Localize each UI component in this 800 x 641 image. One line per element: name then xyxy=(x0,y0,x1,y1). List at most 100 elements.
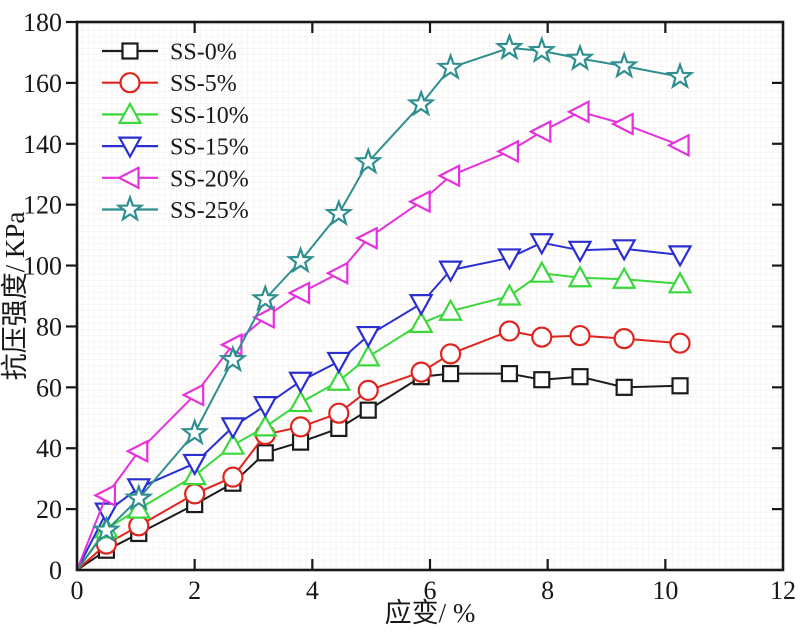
axes-frame xyxy=(66,20,785,572)
legend-label-SS-10%: SS-10% xyxy=(170,103,249,129)
y-tick-label: 160 xyxy=(23,69,62,98)
x-tick-label: 6 xyxy=(424,576,437,605)
series-SS-25% xyxy=(77,32,695,570)
x-tick-label: 4 xyxy=(306,576,319,605)
marker-square xyxy=(615,378,633,396)
marker-triangle-down xyxy=(288,371,313,395)
marker-circle xyxy=(498,320,521,342)
marker-triangle-up xyxy=(497,283,522,306)
y-tick-label: 180 xyxy=(23,8,62,37)
marker-triangle-up xyxy=(252,414,278,437)
legend-item-SS-15%: SS-15% xyxy=(102,135,249,161)
marker-triangle-down xyxy=(182,453,208,477)
marker-triangle-down xyxy=(567,240,593,264)
y-tick-label: 40 xyxy=(36,434,62,463)
marker-star xyxy=(665,61,695,90)
x-tick-label: 0 xyxy=(71,576,84,605)
marker-triangle-left xyxy=(666,133,690,158)
legend: SS-0% SS-5% SS-10% SS-15% SS-20% SS-25% xyxy=(102,40,249,224)
marker-triangle-up xyxy=(408,310,434,333)
marker-triangle-down xyxy=(220,417,246,440)
marker-triangle-up xyxy=(117,101,143,125)
marker-star xyxy=(91,515,121,543)
series-SS-10% xyxy=(77,260,693,570)
marker-triangle-up xyxy=(355,344,381,367)
series-SS-20% xyxy=(77,100,690,570)
legend-item-SS-20%: SS-20% xyxy=(102,165,249,192)
marker-star xyxy=(250,283,280,312)
marker-triangle-left xyxy=(116,165,140,190)
marker-circle xyxy=(669,332,691,354)
marker-star xyxy=(609,50,639,79)
x-tick-label: 10 xyxy=(652,576,678,605)
marker-square xyxy=(533,371,551,389)
marker-triangle-down xyxy=(667,245,693,268)
marker-star xyxy=(324,198,354,227)
marker-circle xyxy=(613,328,635,350)
marker-circle xyxy=(569,324,591,347)
marker-triangle-left xyxy=(528,119,552,144)
y-tick-label: 20 xyxy=(36,495,62,524)
y-axis-label: 抗压强度/ KPa xyxy=(0,212,30,381)
marker-triangle-left xyxy=(407,189,431,214)
series-line-SS-10% xyxy=(77,272,681,570)
marker-triangle-down xyxy=(611,239,637,262)
marker-square xyxy=(571,368,589,386)
marker-triangle-left xyxy=(566,100,590,124)
x-tick-label: 8 xyxy=(541,576,554,605)
marker-star xyxy=(218,344,248,373)
series-SS-15% xyxy=(77,233,693,570)
y-tick-label: 100 xyxy=(23,252,62,281)
marker-triangle-up xyxy=(667,271,693,294)
marker-star xyxy=(353,146,383,175)
marker-triangle-down xyxy=(529,233,555,256)
marker-circle xyxy=(357,379,379,401)
marker-star xyxy=(286,245,316,274)
legend-label-SS-25%: SS-25% xyxy=(170,198,249,224)
legend-item-SS-10%: SS-10% xyxy=(102,101,249,129)
legend-label-SS-15%: SS-15% xyxy=(170,135,249,161)
marker-star xyxy=(527,35,557,64)
marker-triangle-up xyxy=(529,260,555,283)
legend-item-SS-0%: SS-0% xyxy=(102,40,237,66)
marker-circle xyxy=(531,326,553,348)
marker-triangle-down xyxy=(438,260,463,283)
marker-square xyxy=(256,444,274,462)
marker-circle xyxy=(328,402,350,424)
y-tick-label: 140 xyxy=(23,130,62,159)
legend-item-SS-25%: SS-25% xyxy=(102,194,249,224)
marker-triangle-up xyxy=(567,264,593,288)
marker-square xyxy=(359,401,377,419)
marker-triangle-down xyxy=(326,351,352,375)
series-line-SS-25% xyxy=(77,46,681,570)
marker-circle xyxy=(410,361,432,383)
marker-triangle-left xyxy=(437,163,461,188)
marker-triangle-left xyxy=(610,112,634,136)
y-tick-label: 60 xyxy=(36,373,62,402)
marker-triangle-down xyxy=(117,136,143,159)
legend-label-SS-20%: SS-20% xyxy=(170,166,249,192)
marker-triangle-up xyxy=(288,389,313,413)
marker-circle xyxy=(184,483,206,505)
legend-label-SS-5%: SS-5% xyxy=(170,71,237,97)
marker-circle xyxy=(119,72,141,94)
marker-star xyxy=(124,483,154,511)
marker-triangle-left xyxy=(251,305,275,330)
y-tick-label: 120 xyxy=(23,191,62,220)
marker-triangle-down xyxy=(355,325,381,349)
marker-star xyxy=(406,88,436,117)
series-line-SS-15% xyxy=(77,241,681,570)
marker-square xyxy=(121,42,139,60)
x-tick-label: 2 xyxy=(188,576,201,605)
marker-triangle-up xyxy=(220,432,246,455)
marker-triangle-left xyxy=(287,281,311,305)
data-series-layer xyxy=(77,32,695,570)
marker-square xyxy=(441,365,460,383)
y-tick-label: 80 xyxy=(36,312,62,341)
marker-triangle-left xyxy=(181,383,205,407)
marker-triangle-left xyxy=(325,261,349,285)
series-line-SS-5% xyxy=(77,330,681,570)
